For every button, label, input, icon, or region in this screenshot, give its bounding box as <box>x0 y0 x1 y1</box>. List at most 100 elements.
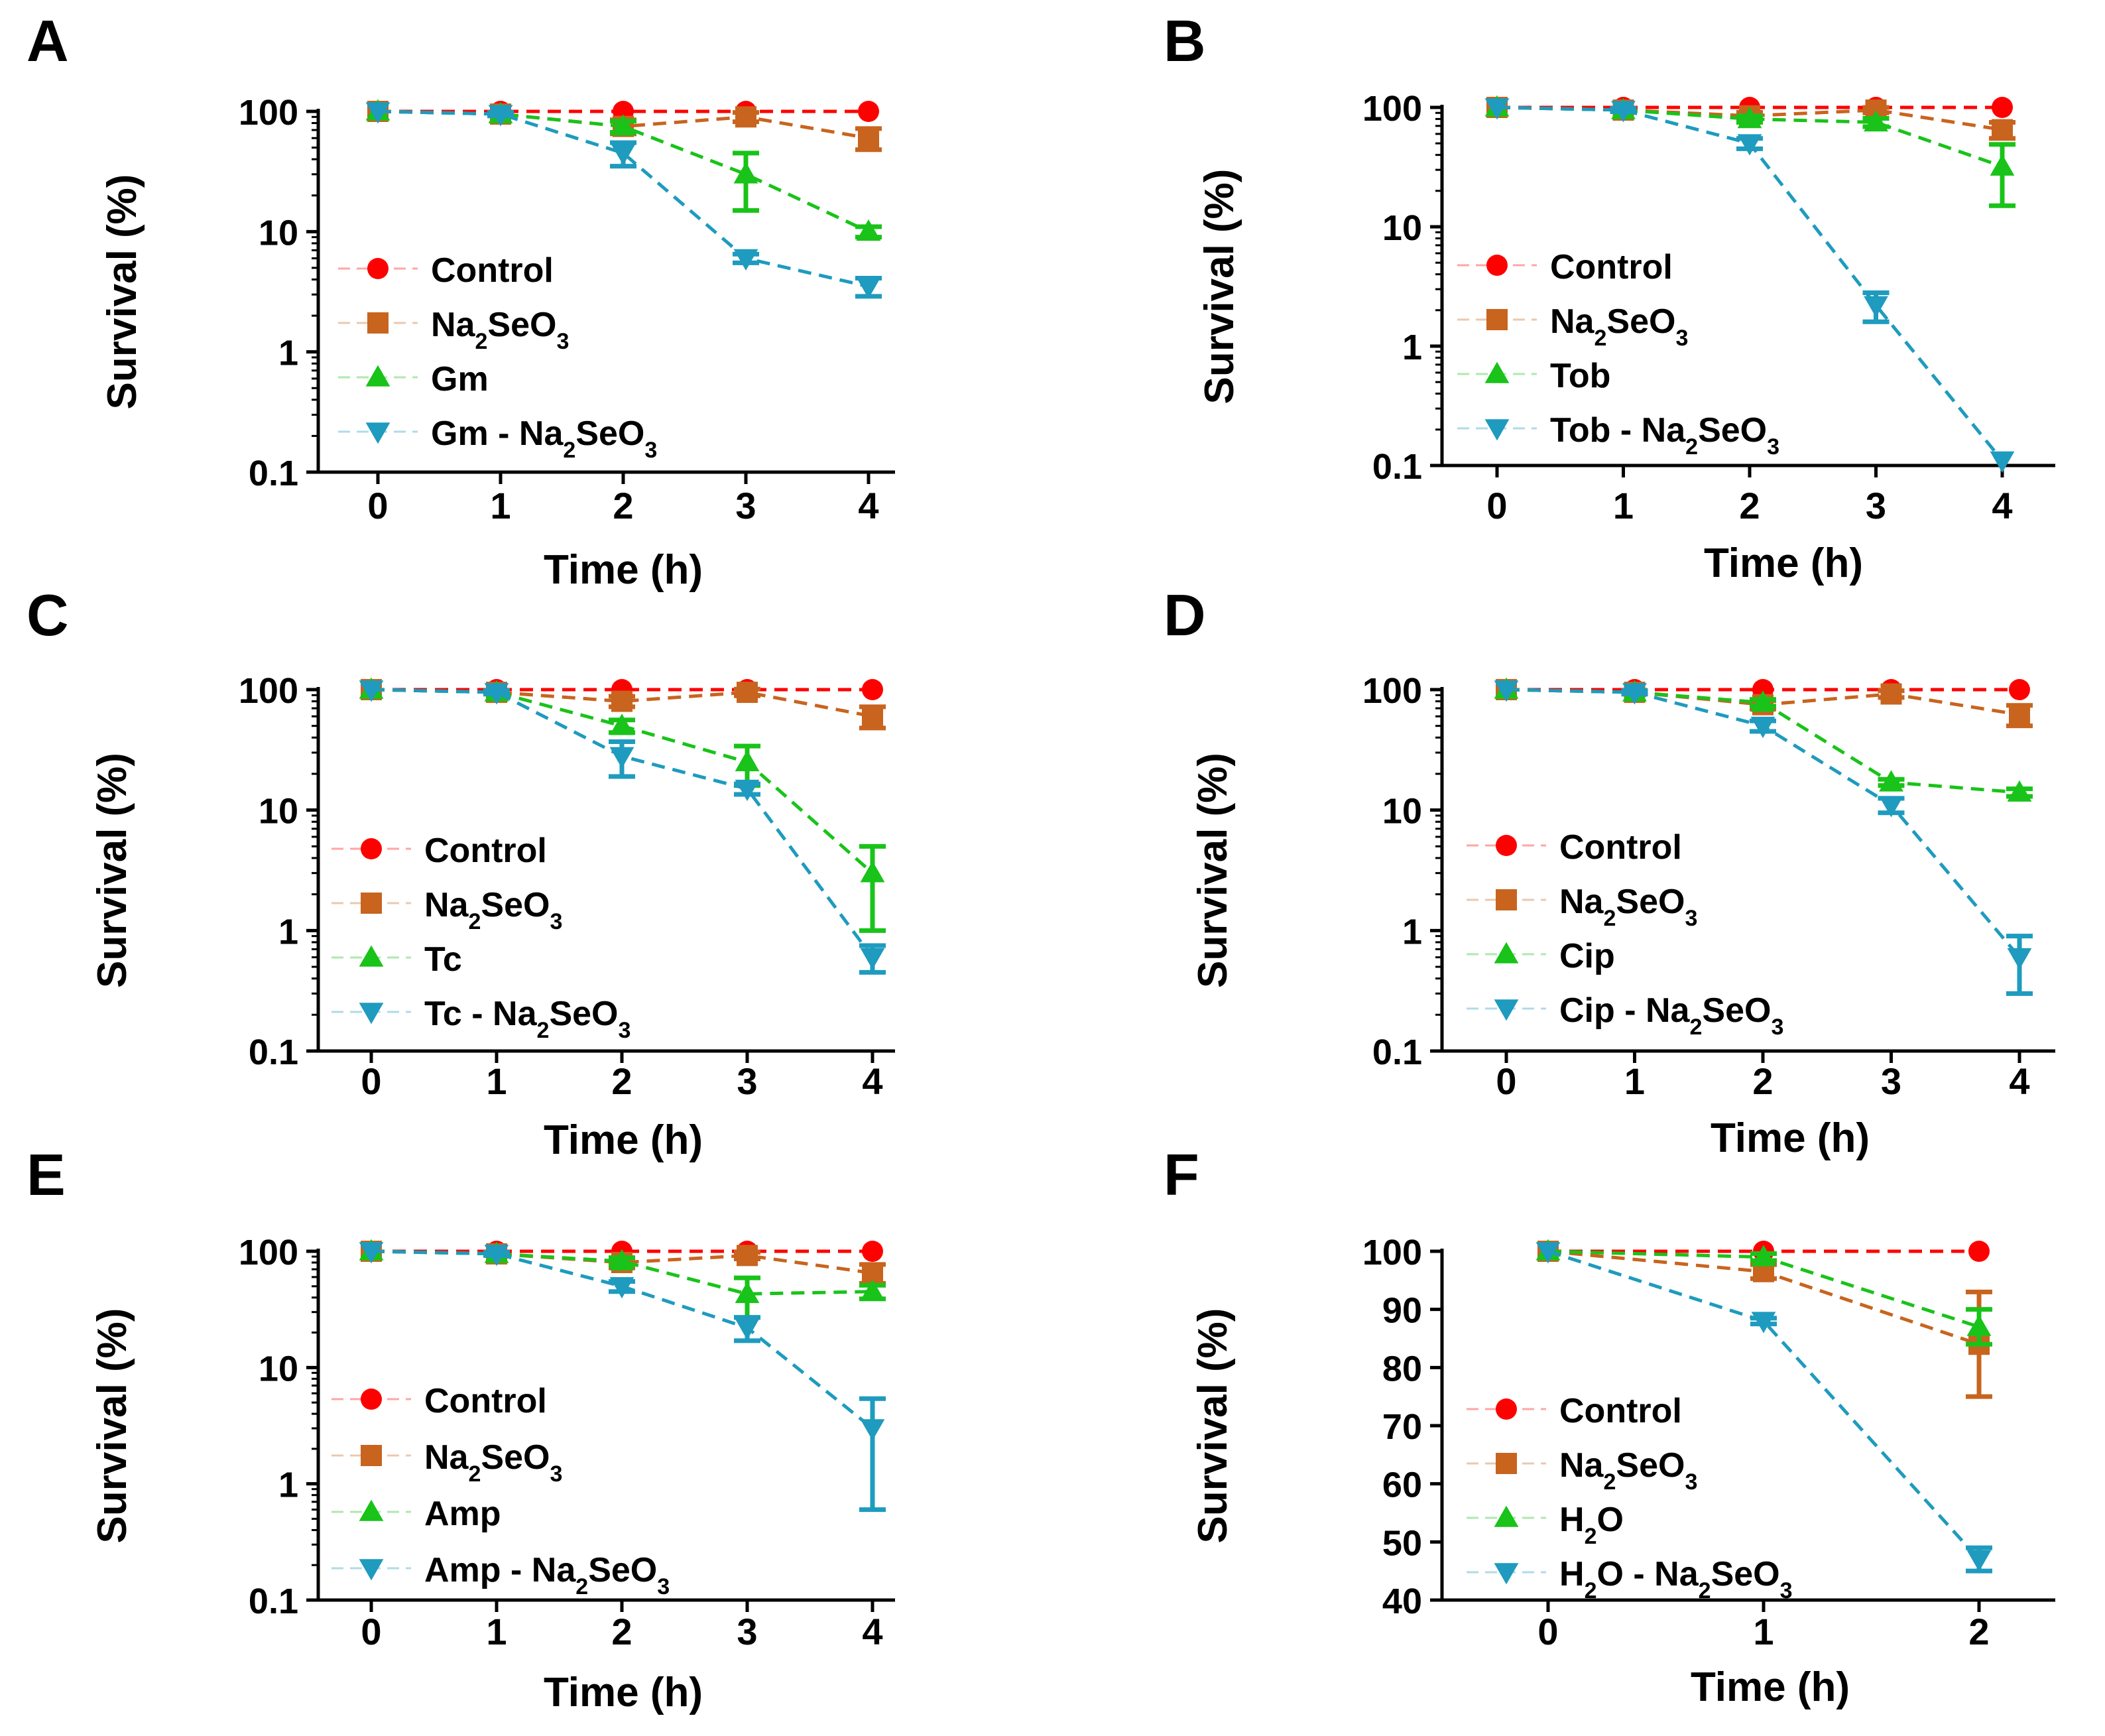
x-tick-label: 2 <box>1752 1060 1773 1102</box>
data-point <box>1966 1314 1992 1336</box>
x-tick-label: 0 <box>361 1611 381 1652</box>
legend-marker <box>359 945 384 967</box>
legend-label: H2O - Na2SeO3 <box>1559 1555 1793 1603</box>
panel-label: D <box>1164 582 1206 648</box>
legend-label: Gm <box>431 360 489 399</box>
data-point <box>484 1245 509 1267</box>
data-point <box>856 277 881 299</box>
legend-marker <box>359 1559 384 1581</box>
y-tick-label: 80 <box>1382 1349 1422 1389</box>
y-tick-label: 100 <box>1362 89 1422 129</box>
data-point <box>860 1279 885 1301</box>
legend-label: Amp - Na2SeO3 <box>424 1551 670 1599</box>
panel-label: C <box>27 582 69 648</box>
y-tick-label: 0.1 <box>249 1032 298 1072</box>
y-tick-label: 10 <box>259 792 298 832</box>
legend-label: Control <box>424 1382 547 1420</box>
x-tick-label: 2 <box>611 1611 632 1652</box>
x-tick-label: 0 <box>361 1060 381 1102</box>
x-tick-label: 4 <box>862 1060 882 1102</box>
y-tick-label: 10 <box>259 213 298 253</box>
data-point <box>609 1276 634 1299</box>
y-tick-label: 100 <box>239 1233 298 1272</box>
x-axis-title: Time (h) <box>1711 1115 1870 1161</box>
legend-marker <box>1484 361 1510 383</box>
x-tick-label: 4 <box>862 1611 882 1652</box>
x-axis-title: Time (h) <box>1691 1664 1850 1710</box>
data-point <box>1737 107 1762 129</box>
legend: Control Na2SeO3 Cip Cip - Na2SeO3 <box>1467 828 1783 1040</box>
data-point <box>2009 704 2030 725</box>
legend-label: Amp <box>424 1495 501 1533</box>
panel-f: F 40 50 60 70 80 90 100 0 1 2 Time (h) Survival (%) C… <box>1164 1142 2055 1710</box>
legend-label: Na2SeO3 <box>431 306 569 354</box>
x-axis-title: Time (h) <box>544 1670 703 1715</box>
y-tick-label: 100 <box>1362 671 1422 711</box>
data-point <box>860 948 885 970</box>
data-point <box>1864 110 1888 132</box>
legend-label: Cip - Na2SeO3 <box>1559 991 1783 1040</box>
data-point <box>735 106 756 128</box>
legend-label: Control <box>1550 248 1673 286</box>
x-tick-label: 4 <box>858 485 878 527</box>
y-tick-label: 50 <box>1382 1523 1422 1563</box>
y-tick-label: 100 <box>239 671 298 711</box>
data-point <box>611 690 632 712</box>
data-point <box>858 127 879 149</box>
x-tick-label: 0 <box>367 485 388 527</box>
panel-a: A 0.1 1 10 100 0 1 2 3 4 Time (h) Survival (%) Contr… <box>27 8 895 593</box>
legend-marker <box>1486 255 1508 276</box>
data-point <box>1880 683 1902 705</box>
series-combo <box>1494 680 2033 996</box>
data-point <box>1737 134 1762 156</box>
data-point <box>2009 679 2030 700</box>
legend-marker <box>1494 1563 1519 1585</box>
x-tick-label: 2 <box>613 485 633 527</box>
legend-label: H2O <box>1559 1501 1624 1549</box>
y-axis-title: Survival (%) <box>1190 1308 1236 1544</box>
legend-marker <box>1496 1453 1517 1474</box>
data-point <box>1535 1242 1561 1264</box>
legend: Control Na2SeO3 Tob Tob - Na2SeO3 <box>1457 248 1779 460</box>
data-point <box>1968 1241 1990 1262</box>
y-tick-label: 1 <box>278 334 298 373</box>
legend: Control Na2SeO3 Tc Tc - Na2SeO3 <box>331 832 631 1043</box>
legend-marker <box>361 893 382 914</box>
data-point <box>858 101 879 122</box>
x-tick-label: 0 <box>1537 1611 1558 1652</box>
y-axis-title: Survival (%) <box>90 1308 135 1544</box>
series-combo <box>359 680 886 975</box>
y-tick-label: 10 <box>259 1349 298 1389</box>
panel-label: F <box>1164 1142 1199 1208</box>
data-point <box>1990 154 2015 176</box>
legend-label: Tc - Na2SeO3 <box>424 995 631 1043</box>
legend-marker <box>361 838 382 859</box>
x-tick-label: 1 <box>486 1060 507 1102</box>
series-combo <box>365 102 882 299</box>
data-point <box>860 1419 885 1441</box>
data-point <box>735 1318 760 1340</box>
data-point <box>611 114 636 136</box>
y-tick-label: 1 <box>1402 328 1422 367</box>
data-point <box>1622 683 1647 705</box>
x-tick-label: 4 <box>1992 485 2012 527</box>
y-tick-label: 100 <box>1362 1233 1422 1272</box>
legend-marker <box>1494 999 1519 1021</box>
data-point <box>862 706 883 727</box>
data-point <box>1992 97 2013 118</box>
data-point <box>735 779 760 802</box>
data-point <box>484 683 509 705</box>
x-tick-label: 4 <box>2009 1060 2029 1102</box>
panel-d: D 0.1 1 10 100 0 1 2 3 4 Time (h) Survival (%) Contr… <box>1164 582 2055 1161</box>
y-axis-title: Survival (%) <box>99 174 145 410</box>
series-combo <box>1484 98 2015 473</box>
legend-marker <box>365 365 391 387</box>
legend-marker <box>367 258 389 279</box>
series-drug <box>365 99 882 241</box>
data-point <box>1966 1550 1992 1572</box>
legend-marker <box>1496 889 1517 910</box>
legend-label: Gm - Na2SeO3 <box>431 414 657 463</box>
legend-marker <box>1486 309 1508 330</box>
data-point <box>1879 796 1903 818</box>
